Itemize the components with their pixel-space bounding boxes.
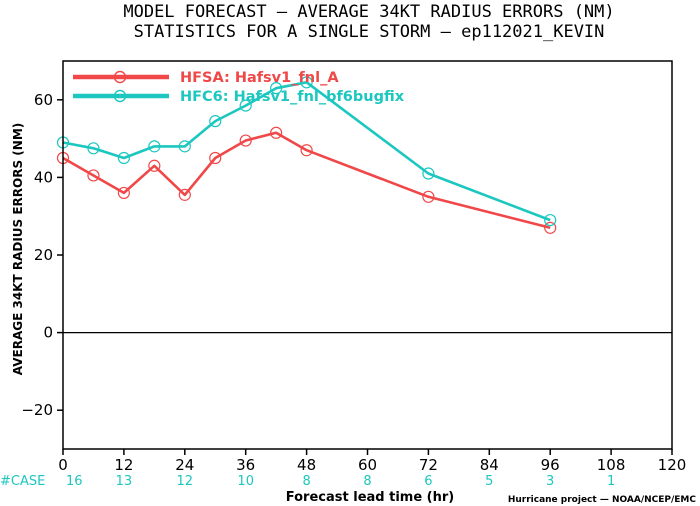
series-0-point xyxy=(178,188,191,201)
series-1-point xyxy=(270,82,283,95)
series-1-point xyxy=(239,99,252,112)
x-tick-label: 60 xyxy=(358,456,377,474)
y-axis-label: AVERAGE 34KT RADIUS ERRORS (NM) xyxy=(11,123,25,375)
series-0-point xyxy=(148,159,161,172)
legend-marker-0 xyxy=(113,70,127,84)
legend-label-0: HFSA: Hafsv1_fnl_A xyxy=(180,70,339,86)
plot-frame xyxy=(62,60,673,450)
series-1-point xyxy=(178,140,191,153)
case-count: 16 xyxy=(66,474,83,489)
series-1-point xyxy=(117,151,131,165)
legend-label-1: HFC6: Hafsv1_fnl_bf6bugfix xyxy=(180,89,405,105)
y-tick-label: 60 xyxy=(34,91,53,109)
y-tick-label: 40 xyxy=(34,168,53,186)
case-count: 5 xyxy=(485,474,493,489)
x-tick-label: 96 xyxy=(541,456,560,474)
series-0-point xyxy=(117,186,131,200)
axes: −20 0 20 40 60 0 12 24 36 48 60 72 84 96 108 120 xyxy=(21,91,686,474)
series-line-0 xyxy=(62,131,551,230)
series-1-point xyxy=(300,76,313,89)
case-label: #CASE xyxy=(0,474,45,489)
series-0-point xyxy=(300,144,313,157)
x-tick-label: 12 xyxy=(114,456,133,474)
series-0-point xyxy=(422,190,435,203)
case-count: 10 xyxy=(237,474,254,489)
series-1-point xyxy=(87,142,100,155)
case-count: 8 xyxy=(363,474,371,489)
x-tick-label: 24 xyxy=(175,456,194,474)
x-tick-label: 84 xyxy=(480,456,499,474)
x-tick-label: 108 xyxy=(597,456,626,474)
series-0-point xyxy=(239,134,252,147)
series-1-point xyxy=(422,167,435,180)
series-1-point xyxy=(148,140,161,153)
case-count: 3 xyxy=(546,474,554,489)
series-1-point xyxy=(209,115,222,128)
x-tick-label: 0 xyxy=(58,456,68,474)
series-1-point xyxy=(544,213,557,227)
legend-marker-1 xyxy=(113,89,127,103)
chart-subtitle: STATISTICS FOR A SINGLE STORM — ep112021… xyxy=(134,22,605,42)
case-count: 8 xyxy=(302,474,310,489)
case-count: 1 xyxy=(607,474,615,489)
case-count: 12 xyxy=(177,474,194,489)
series-layer xyxy=(56,76,557,234)
x-tick-label: 36 xyxy=(236,456,255,474)
series-0-point xyxy=(87,169,100,182)
y-tick-label: 20 xyxy=(34,246,53,264)
y-tick-label: −20 xyxy=(21,401,53,419)
chart-title: MODEL FORECAST — AVERAGE 34KT RADIUS ERR… xyxy=(123,2,614,22)
x-axis-label: Forecast lead time (hr) xyxy=(286,490,454,505)
y-tick-label: 0 xyxy=(43,324,53,342)
series-0-point xyxy=(544,221,557,234)
x-tick-label: 48 xyxy=(297,456,316,474)
legend: HFSA: Hafsv1_fnl_A HFC6: Hafsv1_fnl_bf6bu… xyxy=(73,70,405,105)
case-count: 6 xyxy=(424,474,432,489)
case-counts: #CASE 16 13 12 10 8 8 6 5 3 1 xyxy=(0,474,615,489)
case-count: 13 xyxy=(116,474,133,489)
x-tick-label: 72 xyxy=(419,456,438,474)
series-0-point xyxy=(270,126,283,139)
x-tick-label: 120 xyxy=(658,456,687,474)
series-line-1 xyxy=(62,81,551,222)
credit-text: Hurricane project — NOAA/NCEP/EMC xyxy=(508,495,697,505)
series-0-point xyxy=(209,151,222,165)
